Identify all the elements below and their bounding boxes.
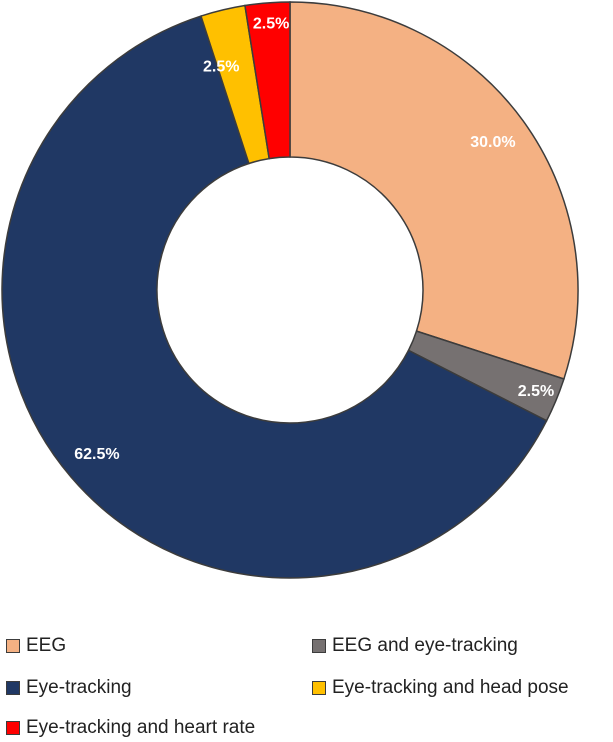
slice-eye-tracking-and-heart-rate[interactable] (244, 1, 291, 160)
donut-chart: 30.0% 2.5% 62.5% 2.5% 2.5% (1, 1, 579, 579)
donut-data-labels: 30.0% 2.5% 62.5% 2.5% 2.5% (74, 16, 554, 463)
legend-item-eeg[interactable]: EEG (6, 632, 66, 660)
data-label-eeg: 30.0% (470, 134, 515, 151)
legend-label-eye-tracking-and-heart-rate: Eye-tracking and heart rate (26, 717, 256, 738)
legend-label-eye-tracking: Eye-tracking (26, 677, 132, 698)
legend-swatch-eeg-and-eye-tracking (312, 639, 326, 653)
legend-item-eeg-and-eye-tracking[interactable]: EEG and eye-tracking (312, 632, 518, 660)
legend-item-eye-tracking[interactable]: Eye-tracking (6, 674, 132, 702)
legend-label-eeg-and-eye-tracking: EEG and eye-tracking (332, 635, 518, 656)
data-label-eye-tracking-and-heart-rate: 2.5% (253, 16, 289, 33)
donut-slices (1, 1, 579, 579)
slice-eye-tracking[interactable] (1, 15, 548, 579)
legend-item-eye-tracking-and-head-pose[interactable]: Eye-tracking and head pose (312, 674, 569, 702)
legend-label-eeg: EEG (26, 635, 67, 656)
legend-swatch-eeg (6, 639, 20, 653)
legend-item-eye-tracking-and-heart-rate[interactable]: Eye-tracking and heart rate (6, 714, 255, 742)
legend-swatch-eye-tracking-and-head-pose (312, 681, 326, 695)
legend-swatch-eye-tracking (6, 681, 20, 695)
data-label-eye-tracking: 62.5% (74, 446, 119, 463)
data-label-eye-tracking-and-head-pose: 2.5% (203, 58, 239, 75)
data-label-eeg-and-eye-tracking: 2.5% (518, 383, 554, 400)
slice-eeg[interactable] (289, 1, 579, 380)
legend-label-eye-tracking-and-head-pose: Eye-tracking and head pose (332, 677, 569, 698)
legend-swatch-eye-tracking-and-heart-rate (6, 721, 20, 735)
